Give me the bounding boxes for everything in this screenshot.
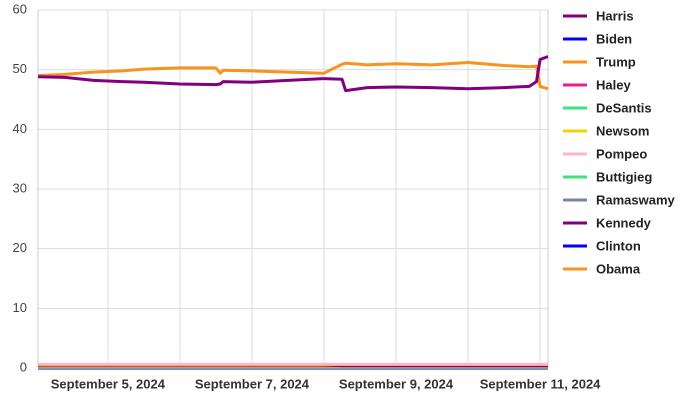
legend-label: Ramaswamy xyxy=(596,192,676,207)
y-tick-label: 30 xyxy=(13,180,27,195)
x-tick-label: September 11, 2024 xyxy=(480,376,601,391)
legend-label: Newsom xyxy=(596,123,649,138)
legend-label: Pompeo xyxy=(596,146,647,161)
x-tick-label: September 9, 2024 xyxy=(339,376,454,391)
legend-label: Buttigieg xyxy=(596,169,652,184)
legend-label: Kennedy xyxy=(596,215,652,230)
legend-label: Harris xyxy=(596,8,634,23)
series-line xyxy=(37,55,549,93)
legend-label: Clinton xyxy=(596,238,641,253)
y-tick-label: 40 xyxy=(13,121,27,136)
y-tick-label: 60 xyxy=(13,1,27,16)
legend-label: Biden xyxy=(596,31,632,46)
legend-label: Haley xyxy=(596,77,631,92)
series-line xyxy=(37,61,549,91)
y-tick-label: 20 xyxy=(13,240,27,255)
y-tick-label: 0 xyxy=(20,359,27,374)
y-tick-label: 50 xyxy=(13,61,27,76)
y-tick-label: 10 xyxy=(13,300,27,315)
legend-label: Obama xyxy=(596,261,641,276)
x-tick-label: September 5, 2024 xyxy=(51,376,166,391)
x-tick-label: September 7, 2024 xyxy=(195,376,310,391)
legend-label: DeSantis xyxy=(596,100,652,115)
legend-label: Trump xyxy=(596,54,636,69)
